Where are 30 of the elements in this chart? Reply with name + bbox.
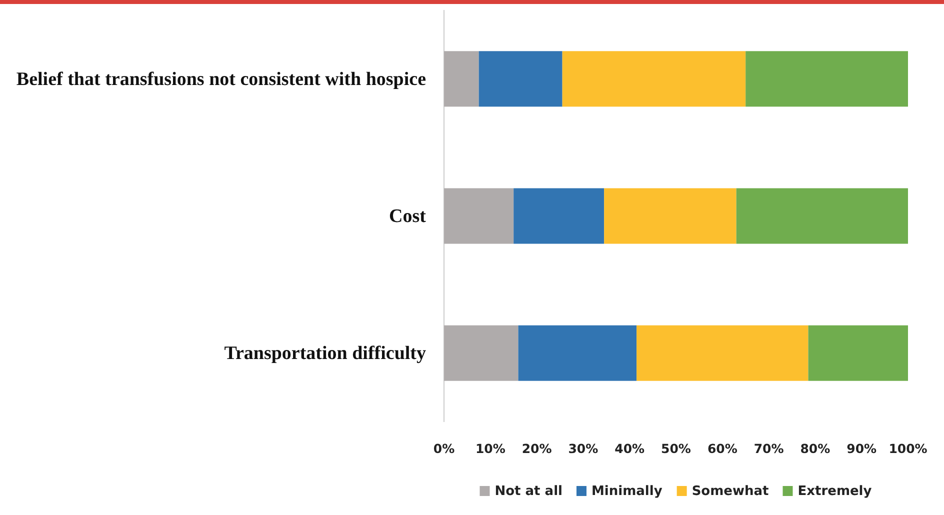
bar xyxy=(636,325,808,381)
legend-label: Minimally xyxy=(591,484,663,499)
legend-label: Not at all xyxy=(494,484,562,499)
x-tick-label: 80% xyxy=(800,441,831,456)
bar xyxy=(478,51,562,107)
legend-label: Somewhat xyxy=(692,484,769,499)
bar xyxy=(808,325,908,381)
x-tick-label: 90% xyxy=(846,441,878,456)
bar xyxy=(604,188,736,244)
legend-label: Extremely xyxy=(798,484,872,499)
bar xyxy=(562,51,746,107)
bar xyxy=(514,188,604,244)
x-tick-label: 40% xyxy=(614,441,646,456)
bar xyxy=(736,188,908,244)
x-tick-label: 10% xyxy=(475,441,506,456)
bar xyxy=(746,51,908,107)
y-tick-label: Transportation difficulty xyxy=(224,343,426,364)
x-tick-label: 0% xyxy=(433,441,456,456)
x-tick-label: 100% xyxy=(888,441,928,456)
bar xyxy=(444,51,479,107)
bar xyxy=(444,325,518,381)
x-tick-label: 60% xyxy=(707,441,738,456)
y-tick-label: Cost xyxy=(389,206,427,227)
x-tick-label: 70% xyxy=(754,441,784,456)
y-tick-label: Belief that transfusions not consistent with hospice xyxy=(16,68,426,90)
bar xyxy=(444,188,514,244)
bar xyxy=(518,325,637,381)
x-tick-label: 50% xyxy=(661,441,692,456)
x-tick-label: 20% xyxy=(522,441,552,456)
x-tick-label: 30% xyxy=(568,441,599,456)
